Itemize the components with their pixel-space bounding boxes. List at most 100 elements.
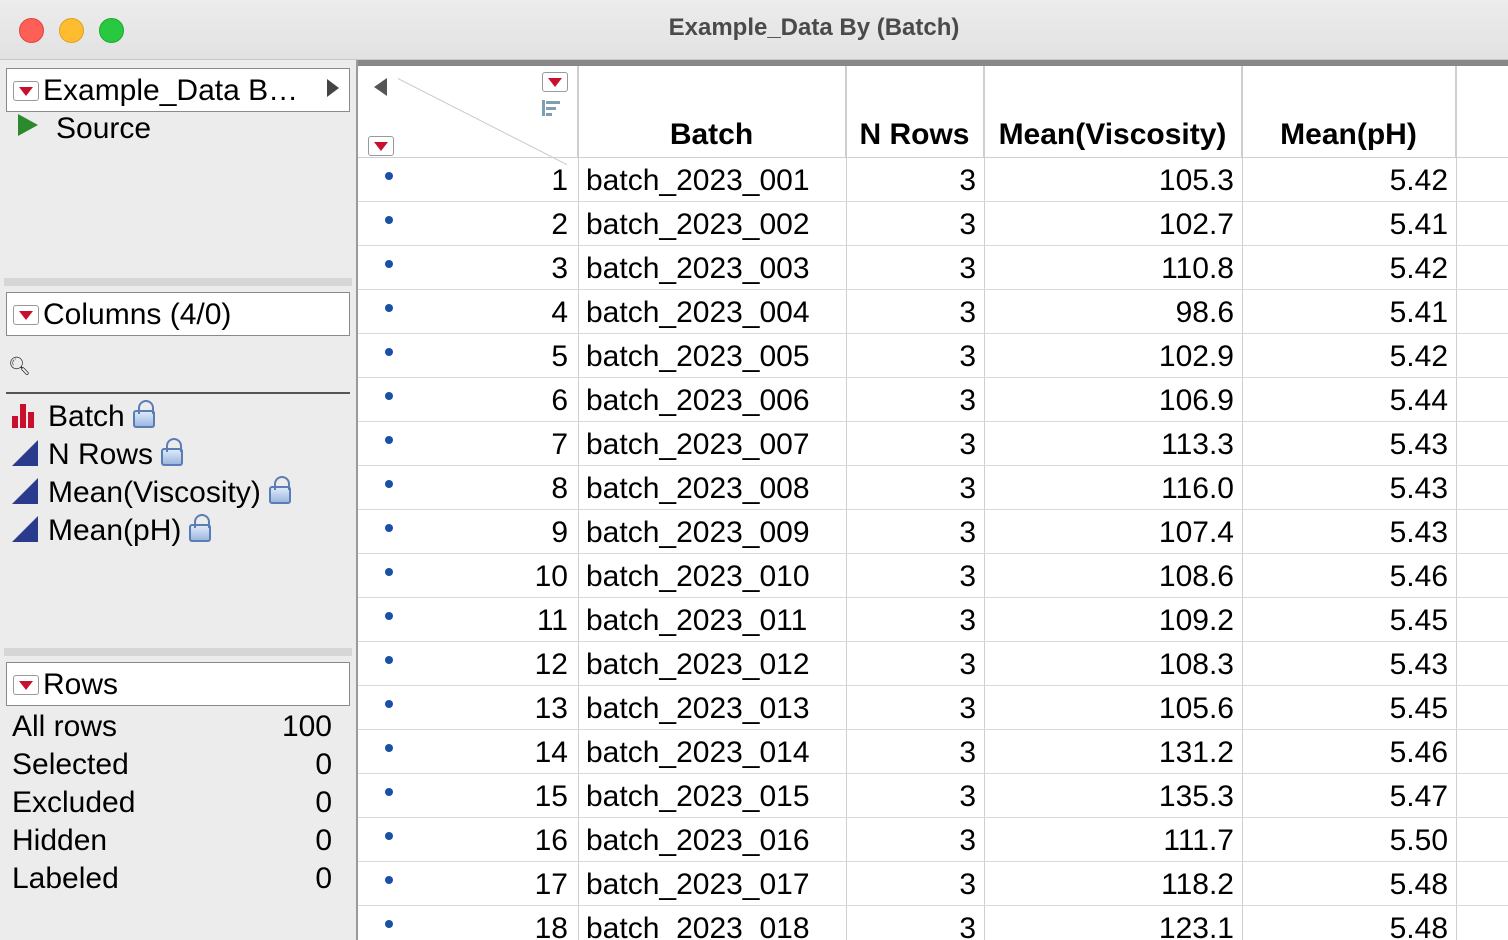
column-item-mean-viscosity[interactable]: Mean(Viscosity): [12, 476, 291, 510]
cell-batch: batch_2023_007: [586, 428, 810, 461]
continuous-triangle-icon: [12, 516, 38, 542]
source-script[interactable]: Source: [18, 112, 151, 146]
row-number: 12: [534, 648, 568, 681]
cell-mean-viscosity: 113.3: [1161, 428, 1234, 461]
table-row[interactable]: 5 batch_2023_005 3 102.9 5.42: [358, 334, 1508, 378]
rowstat-value: 0: [315, 824, 332, 857]
rowstat-value: 0: [315, 786, 332, 819]
column-item-mean-ph[interactable]: Mean(pH): [12, 514, 212, 548]
minimize-window-button[interactable]: [59, 18, 84, 43]
table-row[interactable]: 11 batch_2023_011 3 109.2 5.45: [358, 598, 1508, 642]
lock-icon: [132, 400, 155, 428]
search-icon[interactable]: 🔍︎: [8, 356, 31, 376]
red-triangle-menu-icon[interactable]: [13, 81, 39, 101]
cell-n-rows: 3: [959, 824, 976, 857]
rowstat-value: 100: [281, 710, 332, 743]
columns-title: Columns (4/0): [43, 298, 232, 331]
table-row[interactable]: 3 batch_2023_003 3 110.8 5.42: [358, 246, 1508, 290]
cell-batch: batch_2023_009: [586, 516, 810, 549]
column-item-batch[interactable]: Batch: [12, 400, 155, 434]
rowstat-excluded[interactable]: Excluded 0: [12, 786, 332, 820]
table-row[interactable]: 17 batch_2023_017 3 118.2 5.48: [358, 862, 1508, 906]
row-number: 3: [551, 252, 568, 285]
table-row[interactable]: 8 batch_2023_008 3 116.0 5.43: [358, 466, 1508, 510]
red-triangle-menu-icon[interactable]: [13, 675, 39, 695]
cell-n-rows: 3: [959, 296, 976, 329]
cell-mean-viscosity: 107.4: [1158, 516, 1234, 549]
table-row[interactable]: 7 batch_2023_007 3 113.3 5.43: [358, 422, 1508, 466]
row-number: 9: [551, 516, 568, 549]
cell-mean-viscosity: 135.3: [1158, 780, 1234, 813]
cell-batch: batch_2023_014: [586, 736, 810, 769]
table-row[interactable]: 18 batch_2023_018 3 123.1 5.48: [358, 906, 1508, 940]
header-mean-ph[interactable]: Mean(pH): [1242, 66, 1456, 158]
cell-mean-viscosity: 102.7: [1158, 208, 1234, 241]
cell-batch: batch_2023_003: [586, 252, 810, 285]
row-marker-icon: [385, 480, 393, 488]
cell-mean-ph: 5.42: [1389, 164, 1448, 197]
lock-icon: [189, 514, 212, 542]
column-item-n-rows[interactable]: N Rows: [12, 438, 184, 472]
column-label: Mean(pH): [48, 514, 182, 547]
row-number: 2: [551, 208, 568, 241]
table-panel-header[interactable]: Example_Data B…: [6, 68, 350, 112]
grid-corner[interactable]: [358, 66, 578, 166]
rowstat-label: Selected: [12, 748, 129, 781]
title-bar: Example_Data By (Batch): [0, 0, 1508, 60]
rowstat-selected[interactable]: Selected 0: [12, 748, 332, 782]
row-menu-icon[interactable]: [368, 136, 394, 156]
table-row[interactable]: 14 batch_2023_014 3 131.2 5.46: [358, 730, 1508, 774]
columns-panel-header[interactable]: Columns (4/0): [6, 292, 350, 336]
expand-right-icon[interactable]: [327, 79, 339, 97]
cell-mean-viscosity: 123.1: [1158, 912, 1234, 940]
cell-mean-viscosity: 110.8: [1161, 252, 1234, 285]
table-row[interactable]: 10 batch_2023_010 3 108.6 5.46: [358, 554, 1508, 598]
header-n-rows[interactable]: N Rows: [846, 66, 984, 158]
cell-n-rows: 3: [959, 164, 976, 197]
table-row[interactable]: 12 batch_2023_012 3 108.3 5.43: [358, 642, 1508, 686]
column-layout-icon[interactable]: [542, 98, 560, 118]
row-marker-icon: [385, 260, 393, 268]
zoom-window-button[interactable]: [99, 18, 124, 43]
cell-n-rows: 3: [959, 472, 976, 505]
row-number: 11: [536, 604, 568, 637]
row-number: 13: [534, 692, 568, 725]
cell-mean-ph: 5.46: [1389, 736, 1448, 769]
table-row[interactable]: 6 batch_2023_006 3 106.9 5.44: [358, 378, 1508, 422]
column-label: Batch: [48, 400, 125, 433]
rows-panel-header[interactable]: Rows: [6, 662, 350, 706]
red-triangle-menu-icon[interactable]: [13, 305, 39, 325]
cell-mean-ph: 5.43: [1389, 516, 1448, 549]
cell-batch: batch_2023_016: [586, 824, 810, 857]
table-row[interactable]: 16 batch_2023_016 3 111.7 5.50: [358, 818, 1508, 862]
rowstat-label: Hidden: [12, 824, 108, 857]
cell-mean-ph: 5.50: [1389, 824, 1448, 857]
collapse-left-icon[interactable]: [374, 78, 387, 96]
table-row[interactable]: 4 batch_2023_004 3 98.6 5.41: [358, 290, 1508, 334]
continuous-triangle-icon: [12, 478, 38, 504]
table-row[interactable]: 1 batch_2023_001 3 105.3 5.42: [358, 158, 1508, 202]
rowstat-all-rows[interactable]: All rows 100: [12, 710, 332, 744]
row-number: 17: [534, 868, 568, 901]
header-batch[interactable]: Batch: [578, 66, 846, 158]
table-row[interactable]: 13 batch_2023_013 3 105.6 5.45: [358, 686, 1508, 730]
rowstat-labeled[interactable]: Labeled 0: [12, 862, 332, 896]
row-marker-icon: [385, 788, 393, 796]
rowstat-hidden[interactable]: Hidden 0: [12, 824, 332, 858]
cell-mean-viscosity: 108.6: [1158, 560, 1234, 593]
rowstat-label: All rows: [12, 710, 118, 743]
cell-n-rows: 3: [959, 340, 976, 373]
table-row[interactable]: 15 batch_2023_015 3 135.3 5.47: [358, 774, 1508, 818]
cell-mean-ph: 5.42: [1389, 340, 1448, 373]
header-mean-viscosity[interactable]: Mean(Viscosity): [984, 66, 1242, 158]
row-number: 5: [551, 340, 568, 373]
cell-n-rows: 3: [959, 692, 976, 725]
table-row[interactable]: 9 batch_2023_009 3 107.4 5.43: [358, 510, 1508, 554]
column-menu-icon[interactable]: [542, 72, 568, 92]
close-window-button[interactable]: [19, 18, 44, 43]
table-row[interactable]: 2 batch_2023_002 3 102.7 5.41: [358, 202, 1508, 246]
cell-n-rows: 3: [959, 560, 976, 593]
cell-batch: batch_2023_011: [586, 604, 808, 637]
cell-batch: batch_2023_004: [586, 296, 810, 329]
cell-n-rows: 3: [959, 604, 976, 637]
